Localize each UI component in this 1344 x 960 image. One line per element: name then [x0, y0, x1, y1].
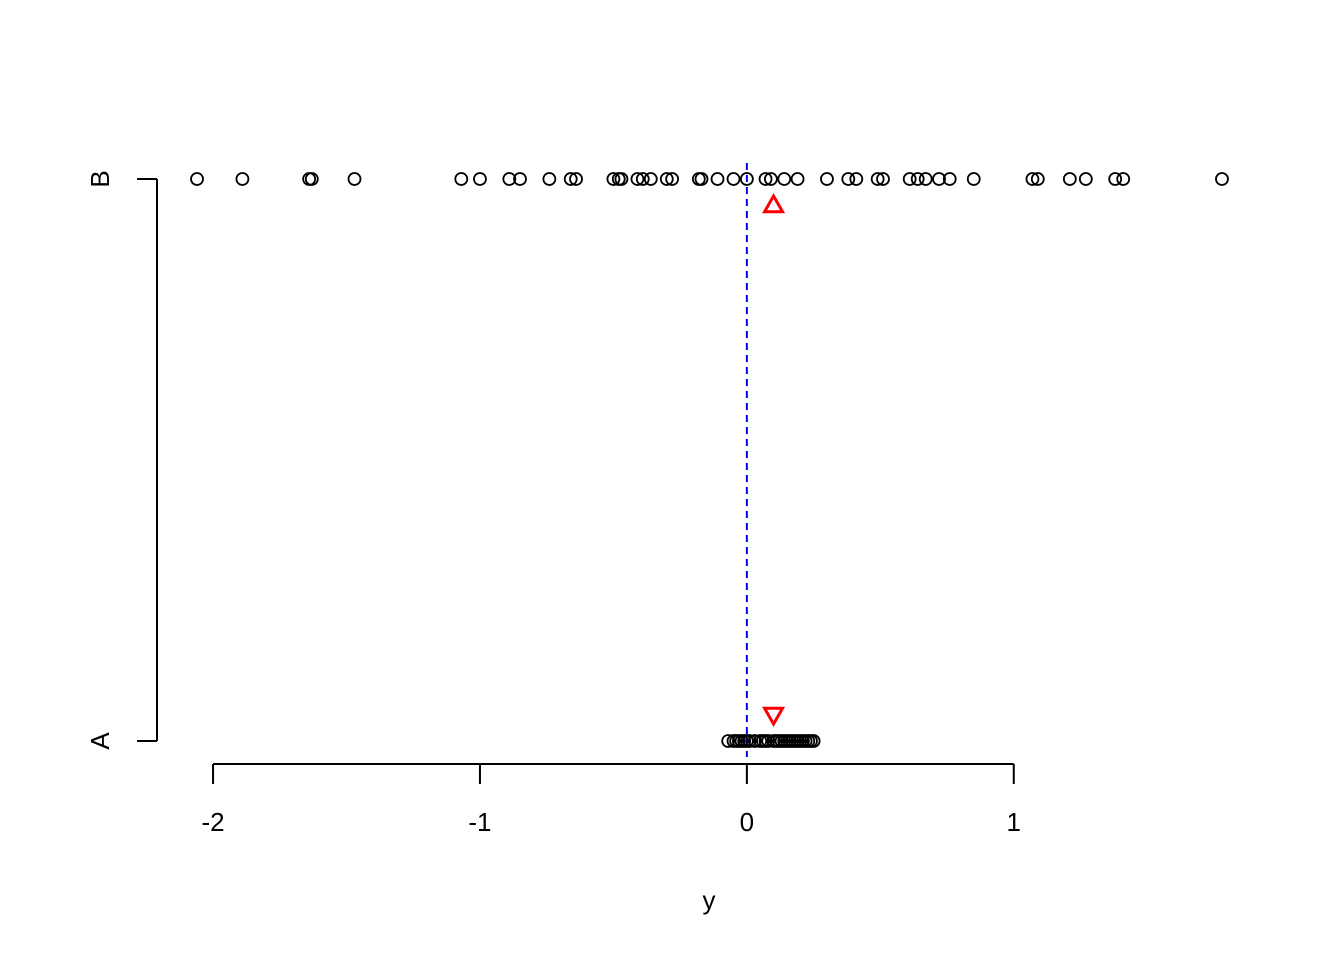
point	[542, 172, 557, 186]
x-tick-label: 1	[1007, 807, 1021, 837]
point	[910, 172, 925, 186]
point	[563, 172, 578, 186]
point	[694, 172, 709, 186]
mean-marker	[761, 706, 786, 728]
point	[841, 172, 856, 186]
point	[235, 172, 250, 186]
point	[1078, 172, 1093, 186]
x-tick-label: -2	[201, 807, 224, 837]
point	[758, 172, 773, 186]
point	[665, 172, 680, 186]
point	[513, 172, 527, 186]
point	[659, 172, 674, 186]
point	[635, 172, 650, 186]
point	[473, 172, 487, 186]
point	[502, 172, 517, 186]
point	[966, 172, 981, 186]
point	[790, 172, 805, 186]
point	[1030, 172, 1045, 186]
x-tick-label: -1	[468, 807, 491, 837]
point	[820, 172, 834, 186]
point	[569, 172, 583, 186]
point	[190, 172, 204, 186]
point	[710, 172, 725, 186]
point	[347, 172, 362, 186]
point	[614, 172, 629, 186]
x-axis-label: y	[703, 885, 716, 915]
point	[721, 734, 736, 748]
point	[1025, 172, 1040, 186]
point	[870, 172, 885, 186]
point	[918, 172, 933, 186]
point	[1062, 172, 1077, 186]
point	[761, 734, 776, 748]
point	[932, 172, 946, 186]
point	[304, 172, 319, 186]
point	[726, 172, 741, 186]
point	[849, 172, 864, 186]
point	[643, 172, 658, 186]
x-tick-label: 0	[740, 807, 754, 837]
point	[454, 172, 469, 186]
y-tick-label: B	[85, 170, 115, 187]
point	[739, 172, 754, 186]
point	[806, 734, 821, 748]
point	[942, 172, 957, 186]
point	[747, 734, 762, 748]
point	[763, 172, 778, 186]
y-tick-label: A	[85, 732, 115, 750]
point	[630, 172, 645, 186]
point	[742, 734, 757, 748]
point	[1116, 172, 1131, 186]
point	[1108, 172, 1123, 186]
point	[777, 172, 792, 186]
point	[606, 172, 621, 186]
mean-marker	[761, 192, 786, 214]
point	[1215, 172, 1229, 186]
point	[902, 172, 917, 186]
point	[876, 172, 890, 186]
